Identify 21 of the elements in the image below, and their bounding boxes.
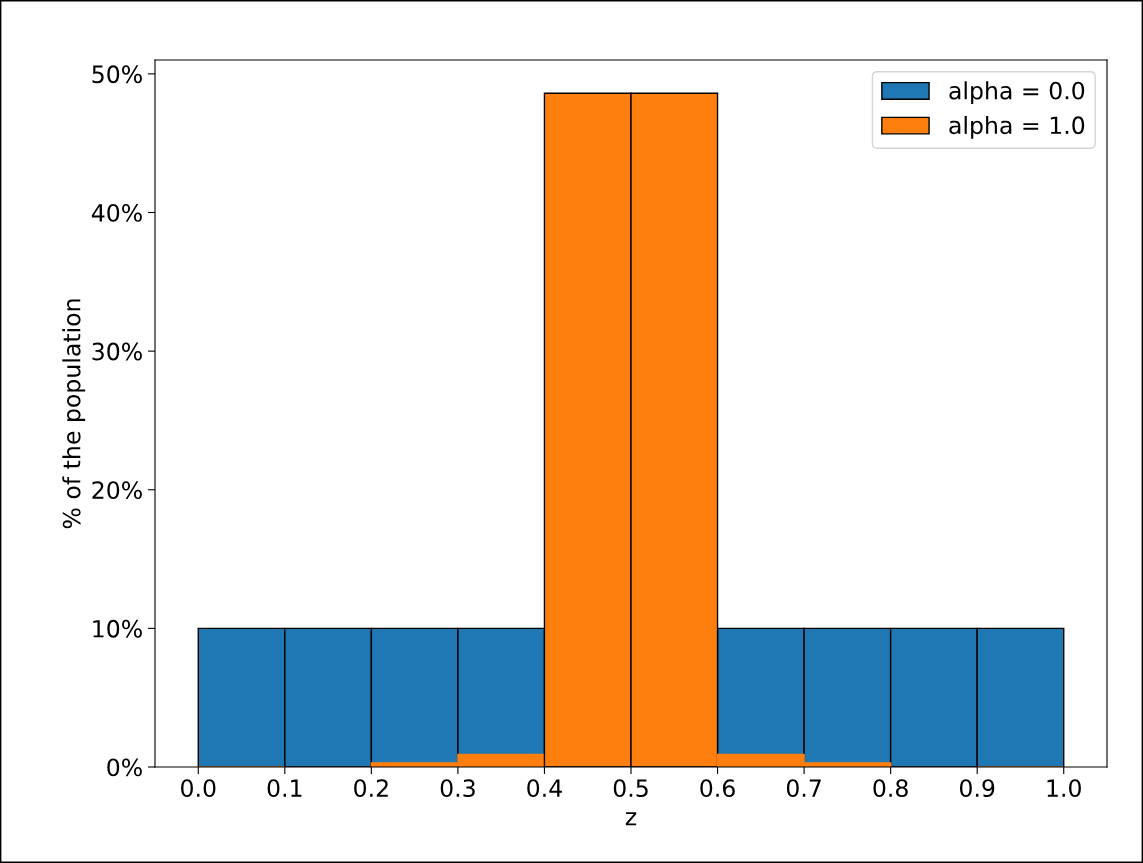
x-axis-title: z [625,812,637,826]
y-axis-title: % of the population [62,299,86,529]
y-tick-label: 30% [92,342,142,361]
x-tick-label: 0.9 [959,779,995,798]
y-tick-label: 50% [92,65,142,84]
x-tick-label: 0.1 [267,779,302,798]
x-tick-label: 0.7 [786,779,821,798]
x-tick-label: 0.4 [527,779,562,798]
x-tick-label: 0.8 [873,779,908,798]
y-tick-label: 40% [91,203,142,222]
x-tick-label: 1.0 [1047,779,1081,798]
x-tick-label: 0.5 [613,779,648,798]
y-tick-label: 20% [92,481,142,500]
legend-label: alpha = 0.0 [949,81,1085,105]
x-tick-label: 0.3 [440,779,475,798]
x-tick-label: 0.2 [354,779,388,798]
x-tick-label: 0.0 [181,779,216,798]
y-tick-label: 0% [107,758,142,777]
legend-label: alpha = 1.0 [949,115,1085,139]
y-tick-label: 10% [93,619,142,638]
x-tick-label: 0.6 [700,779,735,798]
